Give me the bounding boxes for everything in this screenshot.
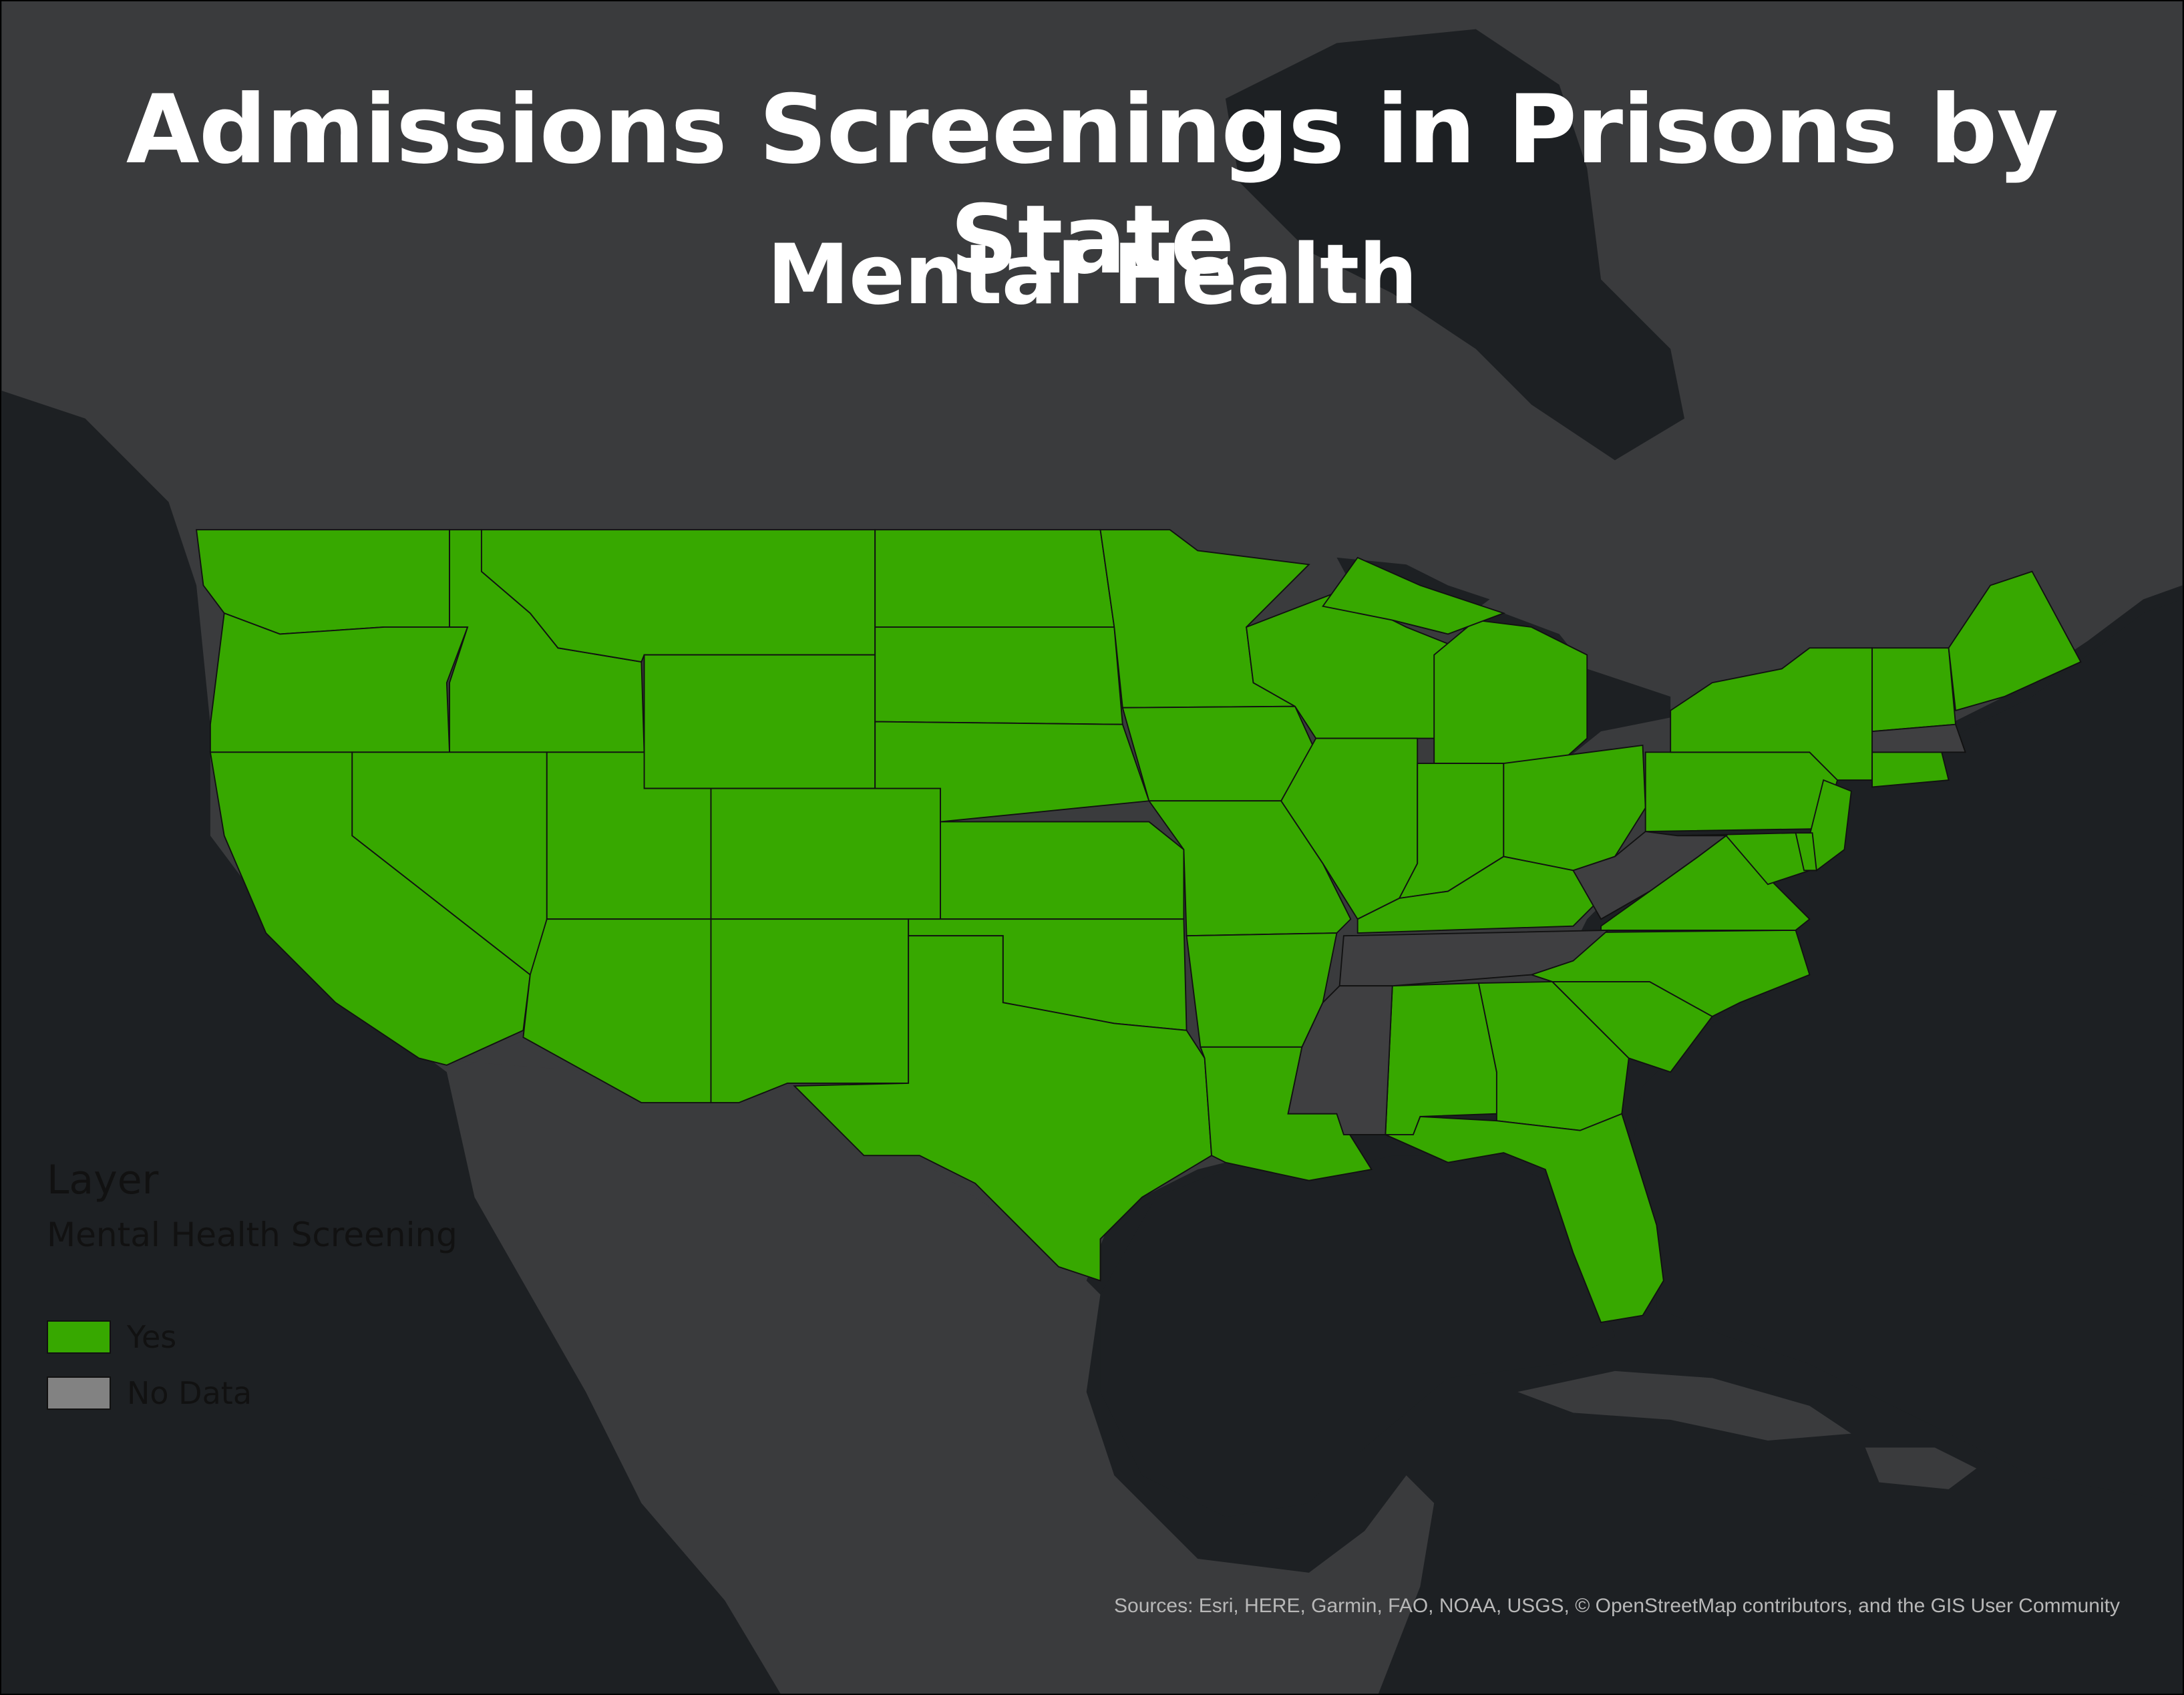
state-mississippi xyxy=(1287,985,1393,1135)
legend-field-name: Mental Health Screening xyxy=(47,1215,458,1254)
state-new-mexico xyxy=(710,918,910,1104)
mexico-land xyxy=(419,1058,1435,1694)
legend-swatch-no-data xyxy=(47,1376,111,1410)
state-wyoming xyxy=(643,654,876,789)
state-west-virginia xyxy=(1572,831,1728,920)
state-north-carolina xyxy=(1531,929,1811,1018)
legend-item-yes: Yes xyxy=(47,1317,458,1357)
gulf-of-mexico xyxy=(1100,1155,1615,1517)
state-iowa xyxy=(1121,705,1317,802)
state-oregon xyxy=(209,612,469,753)
atlantic-ocean xyxy=(1628,599,2183,1503)
state-new-jersey xyxy=(1809,779,1852,872)
legend-item-no-data: No Data xyxy=(47,1373,458,1413)
state-kansas xyxy=(940,821,1185,920)
us-states-no-data xyxy=(1287,723,1966,1135)
state-colorado xyxy=(710,787,941,920)
legend-label-yes: Yes xyxy=(127,1319,177,1355)
cuba xyxy=(1517,1370,1851,1441)
state-south-dakota xyxy=(874,626,1123,725)
state-delaware xyxy=(1795,832,1817,872)
state-pennsylvania xyxy=(1644,751,1839,833)
map-attribution: Sources: Esri, HERE, Garmin, FAO, NOAA, … xyxy=(1114,1595,2120,1617)
state-massachusetts xyxy=(1871,723,1966,753)
legend: Layer Mental Health Screening Yes No Dat… xyxy=(47,1157,458,1429)
state-vermont-nh xyxy=(1871,647,1957,733)
legend-swatch-yes xyxy=(47,1320,111,1354)
hudson-bay xyxy=(1225,29,1685,461)
state-florida xyxy=(1385,1113,1664,1324)
map-title: Admissions Screenings in Prisons by Stat… xyxy=(126,75,2058,295)
us-states xyxy=(196,529,2082,1324)
state-alabama xyxy=(1385,982,1497,1135)
state-michigan-up xyxy=(1322,556,1506,635)
legend-heading: Layer xyxy=(47,1157,159,1203)
map-subtitle: Mental Health xyxy=(767,227,1417,323)
legend-label-no-data: No Data xyxy=(127,1375,252,1411)
hispaniola xyxy=(1865,1447,1977,1489)
state-north-dakota xyxy=(874,529,1115,628)
pacific-ocean xyxy=(1,391,781,1694)
state-maine xyxy=(1948,570,2082,712)
state-texas xyxy=(793,935,1213,1282)
